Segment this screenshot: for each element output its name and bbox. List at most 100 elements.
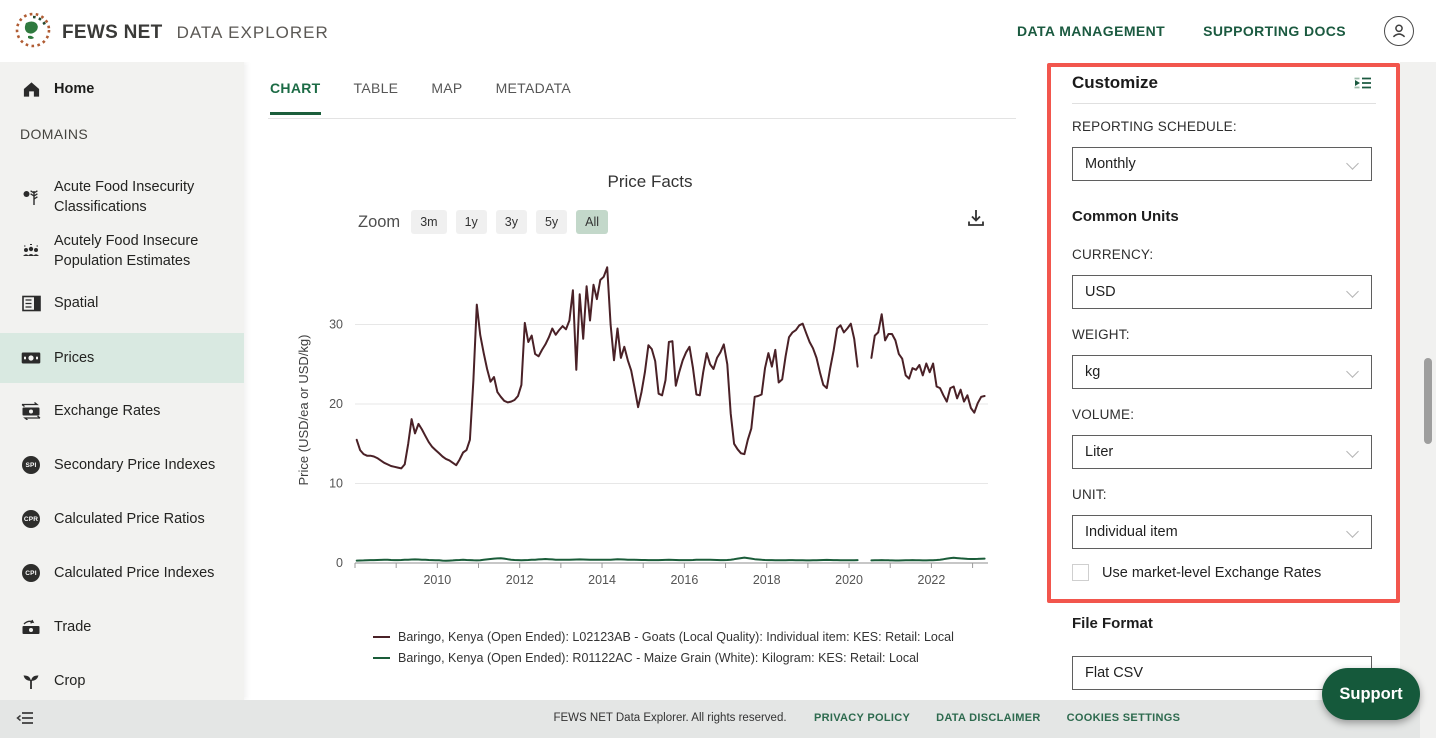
- sidebar-item-spatial[interactable]: Spatial: [0, 283, 244, 323]
- price-line-chart[interactable]: 0 10 20 30 2010 2012 2014 2016 2018 2020 2022 Price…: [270, 245, 1040, 605]
- footer: FEWS NET Data Explorer. All rights reser…: [0, 700, 1436, 738]
- zoom-range-3m[interactable]: 3m: [411, 210, 447, 234]
- zoom-range-all[interactable]: All: [576, 210, 609, 234]
- sidebar-item-label: Calculated Price Indexes: [54, 565, 215, 581]
- file-format-select[interactable]: Flat CSV: [1072, 656, 1372, 690]
- currency-label: CURRENCY:: [1072, 247, 1154, 262]
- collapse-panel-icon[interactable]: [1354, 76, 1372, 95]
- spatial-map-icon: [20, 295, 42, 312]
- nav-supporting-docs[interactable]: SUPPORTING DOCS: [1203, 23, 1346, 39]
- sidebar-item-label: Crop: [54, 673, 86, 689]
- volume-select[interactable]: Liter: [1072, 435, 1372, 469]
- zoom-range-5y[interactable]: 5y: [535, 210, 568, 234]
- view-tabs: CHART TABLE MAP METADATA: [270, 80, 571, 115]
- sidebar-item-exchange-rates[interactable]: Exchange Rates: [0, 391, 244, 431]
- sidebar-item-acute-food-insecurity-classifications[interactable]: Acute Food Insecurity Classifications: [0, 167, 244, 227]
- chevron-down-icon: [1346, 525, 1359, 538]
- tab-metadata[interactable]: METADATA: [495, 80, 572, 96]
- volume-label: VOLUME:: [1072, 407, 1135, 422]
- support-button[interactable]: Support: [1322, 668, 1420, 720]
- sidebar-collapse-icon[interactable]: [16, 710, 34, 731]
- exchange-rates-icon: [20, 402, 42, 420]
- wheat-classification-icon: [20, 187, 42, 207]
- sidebar-item-calculated-price-ratios[interactable]: CPR Calculated Price Ratios: [0, 499, 244, 539]
- cookies-settings-link[interactable]: COOKIES SETTINGS: [1066, 712, 1181, 724]
- svg-text:20: 20: [329, 397, 343, 411]
- sidebar-item-secondary-price-indexes[interactable]: SPI Secondary Price Indexes: [0, 445, 244, 485]
- cpr-badge-text: CPR: [22, 510, 40, 528]
- file-format-value: Flat CSV: [1085, 665, 1144, 681]
- reporting-schedule-select[interactable]: Monthly: [1072, 147, 1372, 181]
- sidebar-item-label: Spatial: [54, 295, 99, 311]
- page-scrollbar-thumb[interactable]: [1424, 358, 1432, 444]
- currency-select[interactable]: USD: [1072, 275, 1372, 309]
- population-icon: [20, 242, 42, 260]
- page-scrollbar-track[interactable]: [1420, 62, 1436, 738]
- svg-text:2014: 2014: [588, 573, 616, 587]
- home-icon: [20, 80, 42, 98]
- sidebar-item-crop[interactable]: Crop: [0, 661, 244, 701]
- legend-item-maize[interactable]: Baringo, Kenya (Open Ended): R01122AC - …: [373, 651, 954, 665]
- weight-label: WEIGHT:: [1072, 327, 1130, 342]
- svg-text:2012: 2012: [506, 573, 534, 587]
- tab-table[interactable]: TABLE: [353, 80, 399, 96]
- svg-text:10: 10: [329, 477, 343, 491]
- market-level-exchange-rates-row: Use market-level Exchange Rates: [1072, 564, 1321, 581]
- market-level-exchange-rates-checkbox[interactable]: [1072, 564, 1089, 581]
- svg-text:2018: 2018: [753, 573, 781, 587]
- chevron-down-icon: [1346, 285, 1359, 298]
- footer-links: PRIVACY POLICY DATA DISCLAIMER COOKIES S…: [814, 712, 1180, 724]
- unit-value: Individual item: [1085, 524, 1178, 540]
- sidebar-item-calculated-price-indexes[interactable]: CPI Calculated Price Indexes: [0, 553, 244, 593]
- sidebar-item-home[interactable]: Home: [0, 69, 244, 109]
- currency-value: USD: [1085, 284, 1116, 300]
- sidebar-item-trade[interactable]: Trade: [0, 607, 244, 647]
- unit-select[interactable]: Individual item: [1072, 515, 1372, 549]
- panel-divider: [1072, 103, 1376, 104]
- prices-banknote-icon: [20, 351, 42, 365]
- svg-text:2022: 2022: [918, 573, 946, 587]
- chevron-down-icon: [1346, 157, 1359, 170]
- brand[interactable]: FEWS NET DATA EXPLORER: [14, 11, 329, 54]
- tab-map[interactable]: MAP: [431, 80, 463, 96]
- fews-net-globe-logo-icon: [14, 11, 52, 54]
- common-units-heading: Common Units: [1072, 208, 1179, 225]
- svg-text:30: 30: [329, 318, 343, 332]
- legend-item-goats[interactable]: Baringo, Kenya (Open Ended): L02123AB - …: [373, 630, 954, 644]
- customize-panel: Customize REPORTING SCHEDULE: Monthly Co…: [1048, 62, 1400, 700]
- privacy-policy-link[interactable]: PRIVACY POLICY: [814, 712, 911, 724]
- zoom-range-3y[interactable]: 3y: [495, 210, 527, 234]
- legend-label: Baringo, Kenya (Open Ended): R01122AC - …: [398, 651, 919, 665]
- sidebar-item-label: Acutely Food Insecure Population Estimat…: [54, 233, 199, 269]
- cpr-badge-icon: CPR: [20, 510, 42, 528]
- reporting-schedule-value: Monthly: [1085, 156, 1136, 172]
- reporting-schedule-label: REPORTING SCHEDULE:: [1072, 119, 1237, 134]
- sidebar-item-label: Home: [54, 81, 95, 97]
- zoom-range-1y[interactable]: 1y: [455, 210, 487, 234]
- top-header: FEWS NET DATA EXPLORER DATA MANAGEMENT S…: [0, 0, 1436, 62]
- trade-icon: [20, 618, 42, 636]
- sidebar-item-label: Trade: [54, 619, 92, 635]
- nav-data-management[interactable]: DATA MANAGEMENT: [1017, 23, 1166, 39]
- copyright-text: FEWS NET Data Explorer. All rights reser…: [553, 712, 787, 724]
- weight-select[interactable]: kg: [1072, 355, 1372, 389]
- zoom-label: Zoom: [358, 212, 401, 231]
- legend-label: Baringo, Kenya (Open Ended): L02123AB - …: [398, 630, 954, 644]
- download-chart-icon[interactable]: [966, 208, 986, 233]
- header-nav: DATA MANAGEMENT SUPPORTING DOCS: [1017, 0, 1414, 62]
- right-gutter: [1400, 62, 1420, 700]
- svg-text:2020: 2020: [835, 573, 863, 587]
- svg-text:2010: 2010: [423, 573, 451, 587]
- chevron-down-icon: [1346, 445, 1359, 458]
- svg-text:0: 0: [336, 556, 343, 570]
- spi-badge-icon: SPI: [20, 456, 42, 474]
- sidebar-item-label: Prices: [54, 350, 95, 366]
- data-disclaimer-link[interactable]: DATA DISCLAIMER: [936, 712, 1041, 724]
- tabs-divider: [268, 118, 1016, 119]
- tab-chart[interactable]: CHART: [270, 80, 321, 115]
- user-account-button[interactable]: [1384, 16, 1414, 46]
- sidebar-item-acutely-food-insecure-population-estimates[interactable]: Acutely Food Insecure Population Estimat…: [0, 221, 244, 281]
- sidebar-item-prices[interactable]: Prices: [0, 333, 244, 383]
- svg-text:Price (USD/ea or USD/kg): Price (USD/ea or USD/kg): [296, 335, 311, 486]
